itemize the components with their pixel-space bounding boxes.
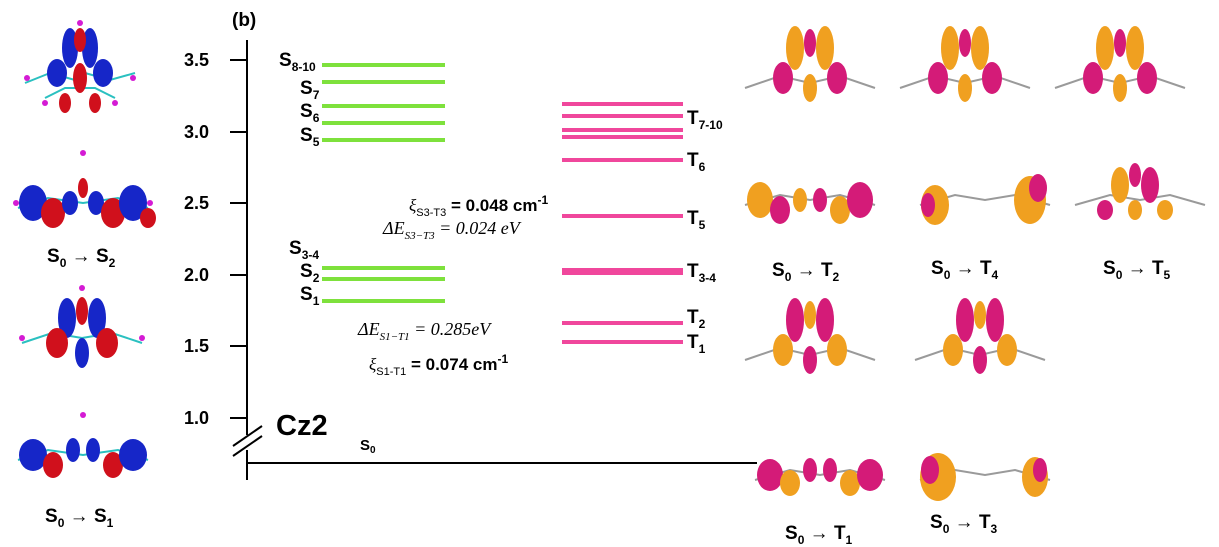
orbital-image-t5-top [1054,26,1186,102]
orbital-image-t3 [919,453,1051,501]
triplet-level [562,102,683,106]
triplet-level [562,114,683,118]
y-tick-label: 3.5 [184,50,210,70]
triplet-level [562,135,683,139]
triplet-level [562,340,683,344]
y-tick-label: 1.5 [184,336,210,356]
transition-label-s0-s2: S0 → S2 [47,246,116,270]
gap-annotation-s3t3: ΔES3−T3 = 0.024 eV [383,218,520,242]
orbital-image-t2 [744,182,876,224]
molecule-name: Cz2 [276,410,328,442]
triplet-label: T3-4 [687,261,716,285]
triplet-label: T7-10 [687,108,723,132]
triplet-level [562,321,683,325]
y-tick-label: 2.5 [184,193,210,213]
axis-break-mark [232,425,263,447]
triplet-level [562,128,683,132]
transition-label-s0-s1: S0 → S1 [45,506,114,530]
orbital-image-s0-s1 [17,412,149,478]
singlet-level [322,80,445,84]
singlet-label: S2 [300,261,320,285]
y-tick-label: 3.0 [184,122,210,142]
singlet-level [322,266,445,270]
singlet-label: S8-10 [279,50,316,74]
singlet-label: S7 [300,78,320,102]
gap-annotation-s1t1: ΔES1−T1 = 0.285eV [358,319,491,343]
singlet-label: S3-4 [289,238,320,262]
orbital-image-s0-s1-top [19,285,145,368]
orbital-image-s0-s3 [24,20,136,113]
orbital-image-t1-top [744,298,876,374]
transition-label-s0-t5: S0 → T5 [1103,258,1171,282]
triplet-label: T5 [687,208,706,232]
singlet-level [322,277,445,281]
singlet-label: S6 [300,101,320,125]
orbital-image-t1 [754,458,886,496]
orbital-image-t5 [1074,163,1206,220]
triplet-label: T1 [687,332,706,356]
transition-label-s0-t1: S0 → T1 [785,523,853,547]
triplet-label: T6 [687,150,706,174]
ground-state-label: S0 [360,437,376,456]
panel-label: (b) [232,10,257,31]
triplet-level [562,271,683,275]
orbital-image-s0-s2 [13,150,156,228]
soc-annotation-s1t1: ξS1-T1 = 0.074 cm-1 [369,352,509,378]
transition-label-s0-t4: S0 → T4 [931,258,999,282]
y-tick-label: 2.0 [184,265,210,285]
singlet-label: S1 [300,284,320,308]
singlet-level [322,63,445,67]
orbital-image-t2-top [744,26,876,102]
transition-label-s0-t2: S0 → T2 [772,260,840,284]
orbital-image-t4 [919,174,1051,225]
singlet-level [322,104,445,108]
singlet-level [322,138,445,142]
orbital-image-t4-top [899,26,1031,102]
triplet-level [562,158,683,162]
orbital-image-t3-top [914,298,1046,374]
singlet-level [322,299,445,303]
triplet-level [562,268,683,272]
singlet-label: S5 [300,125,320,149]
soc-annotation-s3t3: ξS3-T3 = 0.048 cm-1 [409,193,549,219]
y-tick-label: 1.0 [184,408,210,428]
triplet-label: T2 [687,307,706,331]
singlet-level [322,121,445,125]
transition-label-s0-t3: S0 → T3 [930,512,998,536]
triplet-level [562,214,683,218]
